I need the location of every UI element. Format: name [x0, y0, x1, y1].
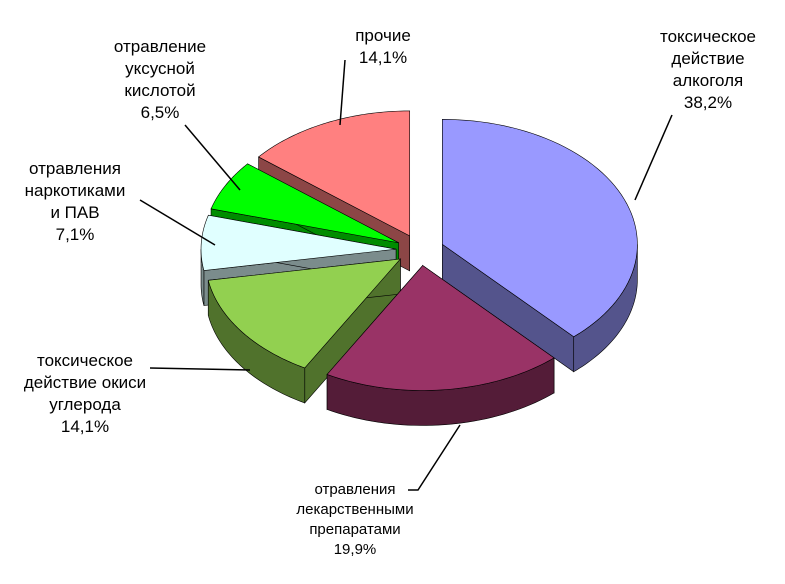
leader-line: [139, 199, 216, 246]
slice-label: токсическое действие окиси углерода 14,1%: [0, 350, 185, 438]
category-label: отравления наркотиками и ПАВ: [24, 159, 126, 222]
value-label: 14,1%: [60, 417, 110, 436]
value-label: 7,1%: [55, 225, 95, 244]
leader-line: [149, 367, 251, 371]
slice-top: [200, 214, 397, 271]
leader-line: [634, 114, 673, 201]
category-label: прочие: [355, 26, 411, 45]
leader-line: [184, 124, 241, 191]
slice-label: отравление уксусной кислотой 6,5%: [60, 36, 260, 124]
value-label: 14,1%: [358, 48, 408, 67]
leader-line: [339, 59, 346, 126]
value-label: 19,9%: [333, 541, 377, 558]
category-label: отравление уксусной кислотой: [113, 37, 207, 100]
category-label: токсическое действие алкоголя: [659, 27, 757, 90]
slice: [442, 119, 638, 373]
value-label: 38,2%: [683, 93, 733, 112]
slice-label: токсическое действие алкоголя 38,2%: [608, 26, 785, 114]
slice-top: [210, 163, 399, 244]
slice-top: [258, 110, 411, 237]
value-label: 6,5%: [140, 103, 180, 122]
slice-label: отравления лекарственными препаратами 19,…: [255, 480, 455, 560]
slice-label: отравления наркотиками и ПАВ 7,1%: [0, 158, 175, 246]
slice: [207, 258, 402, 404]
slice-top: [207, 258, 402, 369]
slice-top: [442, 119, 638, 338]
category-label: токсическое действие окиси углерода: [23, 351, 147, 414]
slice: [326, 264, 555, 426]
category-label: отравления лекарственными препаратами: [296, 481, 414, 538]
slice-top: [326, 265, 555, 391]
slice-label: прочие 14,1%: [283, 25, 483, 69]
leader-line: [408, 424, 461, 491]
